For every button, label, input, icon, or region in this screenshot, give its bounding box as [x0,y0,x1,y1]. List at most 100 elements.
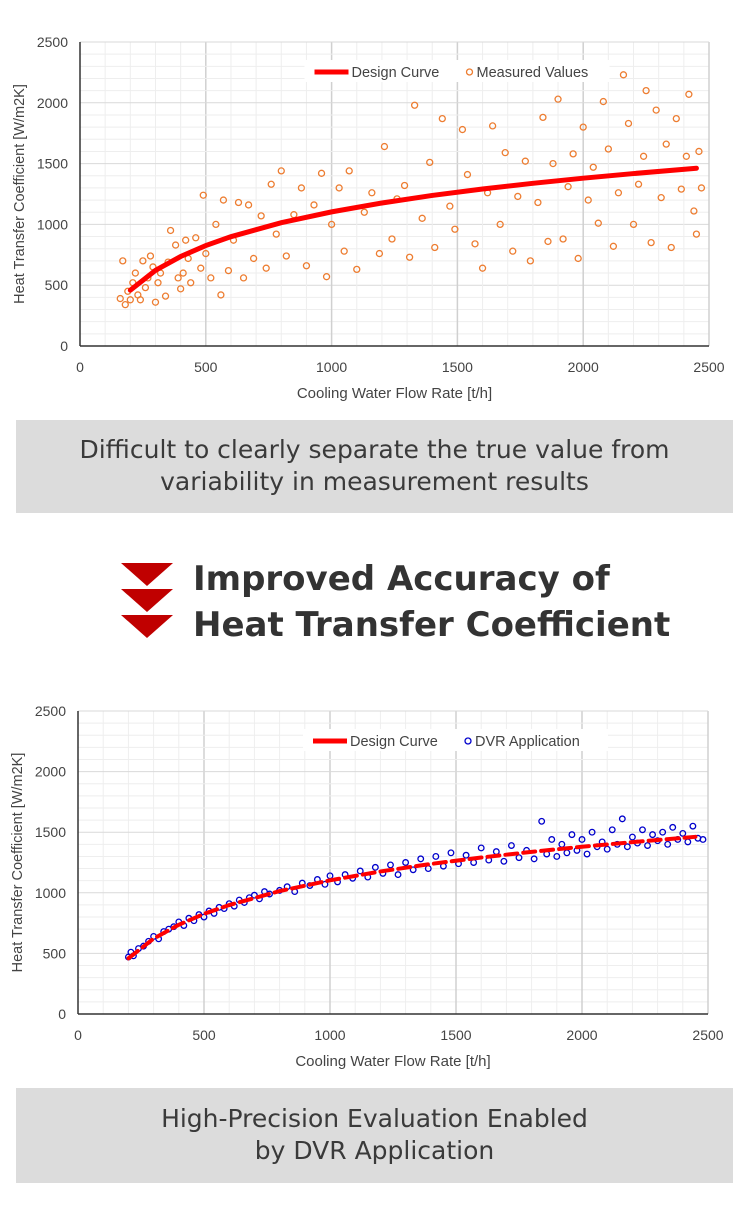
data-point [689,822,697,830]
x-tick-label: 2000 [568,359,599,375]
data-point [624,119,633,128]
data-point [394,871,402,879]
data-point [697,184,706,192]
x-tick-label: 0 [74,1027,82,1043]
data-point [146,252,155,260]
caption-bottom-box: High-Precision Evaluation Enabled by DVR… [16,1088,733,1183]
y-tick-label: 1500 [37,156,68,172]
data-point [554,95,562,103]
y-tick-label: 0 [58,1006,66,1022]
x-axis-title: Cooling Water Flow Rate [t/h] [297,385,492,402]
data-point [695,147,703,156]
data-point [583,850,591,858]
legend-scatter-swatch [465,68,474,76]
data-point [594,219,602,227]
data-point [471,240,479,248]
data-point [492,848,500,856]
data-point [649,831,657,839]
data-point [282,252,290,260]
data-point [431,243,439,252]
data-point [609,242,618,250]
data-point [657,193,665,202]
data-point [322,273,331,281]
data-point [151,298,160,306]
data-point [426,158,434,167]
data-point [388,235,396,243]
data-point [659,828,667,836]
data-point [599,97,607,106]
caption-bottom-line2: by DVR Application [254,1136,495,1165]
down-arrow-icon [121,589,173,612]
data-point [538,817,546,825]
data-point [563,849,571,857]
data-point [501,149,509,157]
data-point [647,238,655,247]
data-point [224,266,233,275]
data-point [679,829,687,837]
x-tick-label: 1000 [314,1027,345,1043]
caption-top-box: Difficult to clearly separate the true v… [16,420,733,513]
data-point [272,230,280,238]
data-point [141,283,150,292]
y-axis-title: Heat Transfer Coefficient [W/m2K] [10,753,26,973]
data-point [402,859,410,866]
data-point [500,857,508,865]
data-point [409,866,417,874]
legend-background [304,60,610,82]
data-point [639,826,646,834]
data-point [584,196,592,204]
y-tick-label: 0 [60,338,68,354]
data-point [335,184,343,192]
data-point [400,181,409,190]
data-point [652,106,660,114]
data-point [187,279,195,287]
data-point [588,828,596,836]
data-point [534,198,542,207]
data-point [589,163,597,171]
data-point [608,826,616,834]
data-point [199,191,207,199]
y-tick-label: 2500 [35,703,66,719]
down-arrow-icon [121,615,173,638]
data-point [179,269,187,277]
legend-background [303,729,608,751]
data-point [628,833,636,841]
data-point [515,854,523,862]
x-tick-label: 2500 [692,1027,723,1043]
data-point [340,247,348,255]
data-point [202,249,210,258]
x-tick-label: 2000 [566,1027,597,1043]
legend-scatter-label: Measured Values [477,65,589,81]
headline: Improved Accuracy of Heat Transfer Coeff… [193,556,670,648]
data-point [639,152,648,160]
data-point [234,198,243,207]
data-point [614,189,623,197]
data-point [418,214,426,222]
data-point [579,123,587,131]
y-tick-label: 1000 [35,885,66,901]
data-point [356,867,364,875]
x-tick-label: 500 [192,1027,216,1043]
y-tick-label: 2000 [37,95,68,111]
data-point [321,880,329,888]
data-point [244,201,253,209]
data-point [507,842,515,849]
data-point [559,235,567,243]
data-point [432,852,440,860]
data-point [139,257,147,265]
y-tick-label: 2500 [37,34,68,50]
data-point [644,842,651,849]
data-point [526,257,535,265]
data-point [345,167,353,175]
data-point [462,851,470,859]
y-tick-label: 500 [45,277,69,293]
data-point [174,274,182,282]
data-point [387,861,394,869]
x-tick-label: 1000 [316,359,347,375]
data-point [478,264,487,272]
caption-top-line2: variability in measurement results [160,467,589,496]
legend-design-curve-label: Design Curve [350,734,438,750]
data-point [514,192,522,201]
data-point [623,843,631,851]
data-point [521,157,529,165]
